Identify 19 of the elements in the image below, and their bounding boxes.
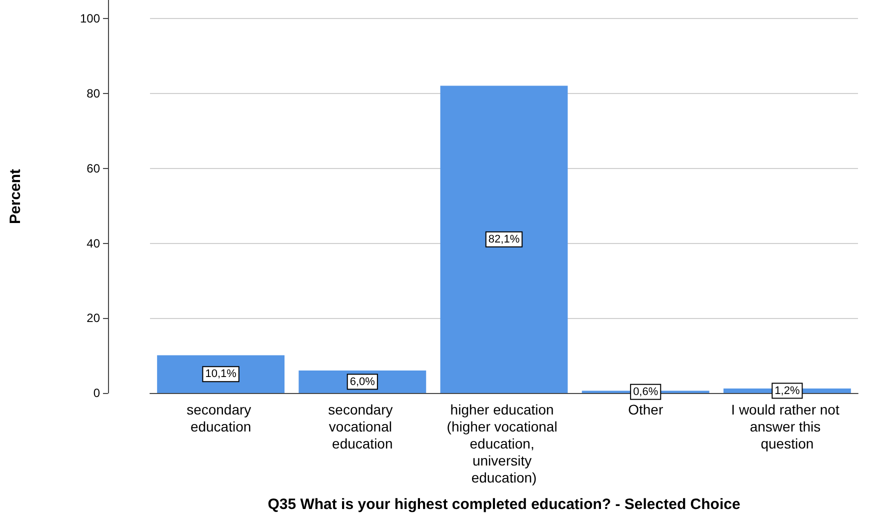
data-label: 1,2% <box>774 384 800 397</box>
y-tick-label: 60 <box>86 161 100 176</box>
y-tick-label: 100 <box>80 12 100 26</box>
y-tick-label: 0 <box>93 386 100 400</box>
x-tick-label: secondary education <box>186 402 256 434</box>
x-tick-label: secondary vocational education <box>328 402 397 452</box>
x-axis-title: Q35 What is your highest completed education? - Selected Choice <box>268 496 740 513</box>
data-label: 82,1% <box>488 233 520 246</box>
data-label: 0,6% <box>633 386 658 398</box>
data-label: 10,1% <box>205 368 237 380</box>
y-tick-label: 20 <box>86 311 100 326</box>
y-axis-title: Percent <box>7 168 24 224</box>
x-tick-label: Other <box>628 402 664 418</box>
x-tick-label: I would rather not answer this question <box>731 402 844 452</box>
bar <box>440 86 568 393</box>
data-label: 6,0% <box>350 376 376 388</box>
y-tick-label: 40 <box>86 236 100 250</box>
x-tick-label: higher education (higher vocational education, university education) <box>446 402 562 486</box>
y-tick-label: 80 <box>86 86 100 101</box>
